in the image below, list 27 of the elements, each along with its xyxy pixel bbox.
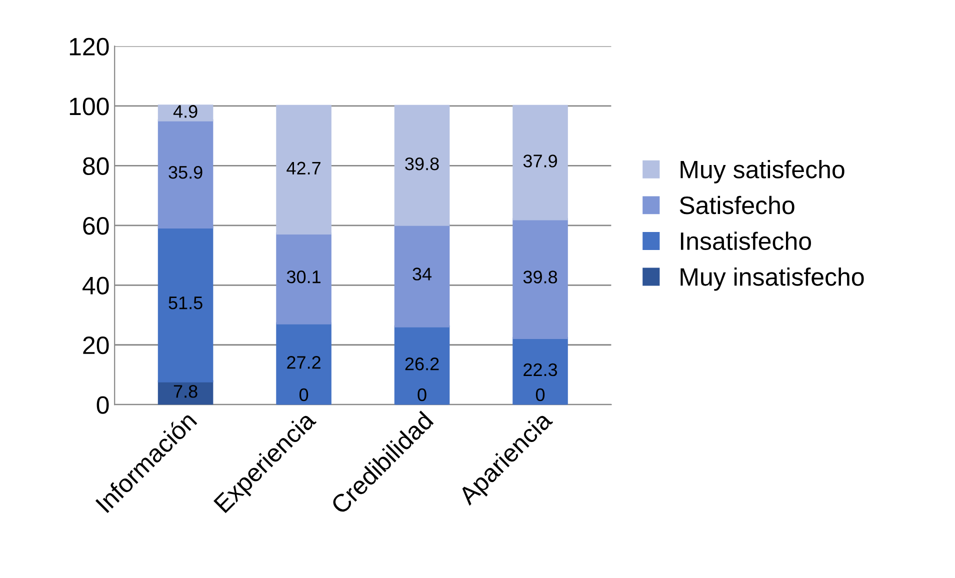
data-label: 27.2 (287, 356, 320, 369)
y-tick-label: 0 (96, 396, 109, 414)
data-label: 0 (536, 388, 545, 402)
data-label: 34 (412, 268, 432, 280)
data-label: 4.9 (173, 105, 198, 118)
y-tick-label: 80 (83, 157, 109, 175)
y-tick-label: 20 (83, 336, 109, 354)
legend-label: Muy insatisfecho (680, 267, 864, 291)
data-label: 42.7 (286, 162, 320, 174)
data-label: 37.9 (523, 154, 557, 168)
y-tick-label: 40 (82, 276, 109, 294)
data-label: 39.8 (523, 270, 558, 284)
data-label: 7.8 (174, 385, 198, 398)
data-label: 0 (299, 388, 308, 402)
data-label: 51.5 (168, 296, 202, 310)
legend-label: Satisfecho (680, 196, 794, 214)
data-label: 39.8 (405, 157, 439, 170)
legend-label: Insatisfecho (680, 232, 811, 250)
data-label: 26.2 (405, 358, 439, 370)
data-label: 30.1 (286, 270, 320, 284)
data-label: 35.9 (168, 166, 202, 179)
y-tick-label: 100 (70, 98, 109, 116)
y-tick-label: 120 (70, 38, 109, 56)
y-tick-label: 60 (83, 217, 109, 235)
legend-label: Muy satisfecho (680, 160, 844, 184)
data-label: 0 (418, 388, 426, 402)
data-label: 22.3 (524, 363, 558, 376)
